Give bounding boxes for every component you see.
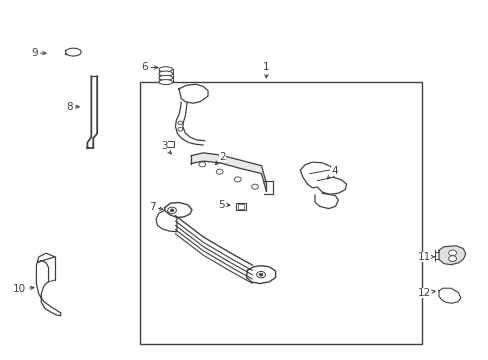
- Bar: [140, 82, 421, 344]
- Circle shape: [178, 121, 183, 125]
- Text: 9: 9: [31, 48, 46, 58]
- Polygon shape: [438, 246, 465, 265]
- Polygon shape: [191, 153, 266, 192]
- Text: 3: 3: [161, 141, 171, 154]
- Bar: [237, 204, 244, 209]
- Ellipse shape: [159, 80, 172, 85]
- Ellipse shape: [159, 75, 172, 80]
- Ellipse shape: [159, 71, 172, 76]
- Circle shape: [448, 250, 456, 256]
- Ellipse shape: [65, 48, 81, 56]
- Text: 8: 8: [66, 102, 79, 112]
- Circle shape: [216, 169, 223, 174]
- Circle shape: [251, 184, 258, 189]
- Circle shape: [448, 256, 456, 261]
- Text: 12: 12: [417, 288, 434, 297]
- Text: 2: 2: [215, 152, 225, 165]
- Circle shape: [178, 127, 183, 131]
- Circle shape: [167, 207, 176, 213]
- Text: 11: 11: [417, 252, 433, 262]
- Bar: [164, 141, 174, 147]
- Text: 5: 5: [217, 200, 229, 210]
- Text: 1: 1: [263, 63, 269, 78]
- Text: 4: 4: [326, 166, 337, 179]
- Circle shape: [259, 273, 263, 276]
- Circle shape: [256, 271, 265, 278]
- Circle shape: [170, 209, 174, 212]
- Text: 6: 6: [141, 63, 158, 72]
- Ellipse shape: [159, 67, 172, 72]
- Circle shape: [199, 162, 205, 167]
- Bar: [235, 203, 246, 210]
- Circle shape: [234, 177, 241, 182]
- Text: 7: 7: [148, 202, 163, 212]
- Text: 10: 10: [13, 284, 34, 294]
